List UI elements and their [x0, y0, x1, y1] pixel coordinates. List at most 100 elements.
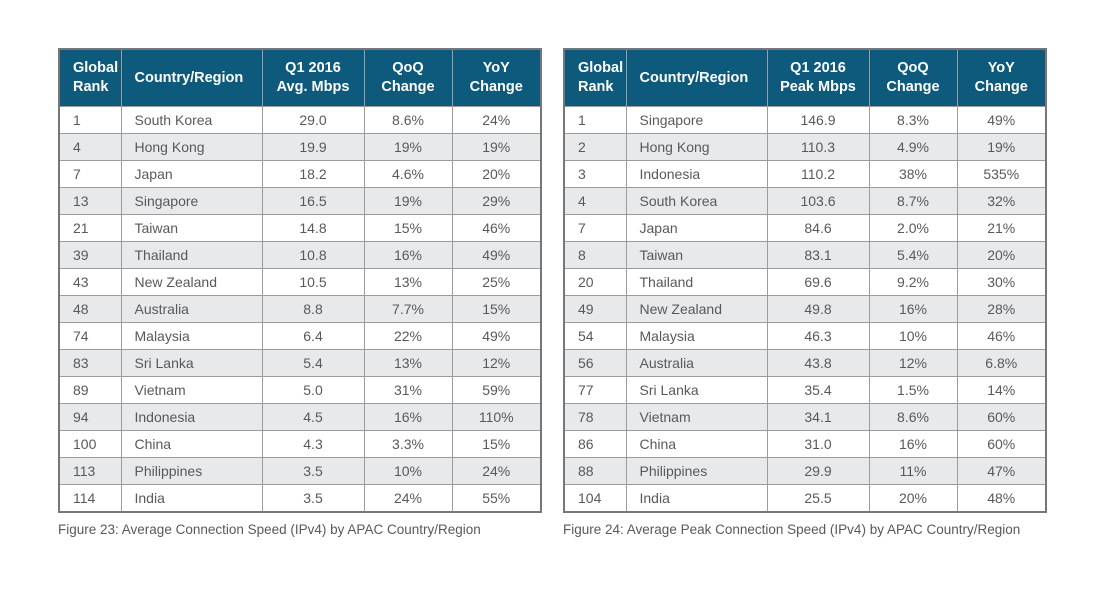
table-row: 114 India 3.5 24% 55% [58, 484, 542, 513]
table-row: 77 Sri Lanka 35.4 1.5% 14% [563, 376, 1047, 404]
table-row: 54 Malaysia 46.3 10% 46% [563, 322, 1047, 350]
country-region-cell: South Korea [120, 106, 263, 134]
country-region-cell: Hong Kong [625, 133, 768, 161]
yoy-change-cell: 32% [956, 187, 1047, 215]
yoy-change-cell: 6.8% [956, 349, 1047, 377]
global-rank-cell: 56 [563, 349, 627, 377]
peak-mbps-cell: 110.3 [766, 133, 870, 161]
col-header-country-region: Country/Region [120, 48, 263, 107]
country-region-cell: China [625, 430, 768, 458]
global-rank-cell: 7 [58, 160, 122, 188]
qoq-change-cell: 9.2% [868, 268, 958, 296]
yoy-change-cell: 28% [956, 295, 1047, 323]
global-rank-cell: 4 [563, 187, 627, 215]
global-rank-cell: 4 [58, 133, 122, 161]
country-region-cell: Japan [120, 160, 263, 188]
yoy-change-cell: 535% [956, 160, 1047, 188]
country-region-cell: Taiwan [625, 241, 768, 269]
country-region-cell: New Zealand [625, 295, 768, 323]
qoq-change-cell: 16% [363, 403, 453, 431]
country-region-cell: Singapore [625, 106, 768, 134]
yoy-change-cell: 49% [451, 322, 542, 350]
figure-avg-connection-speed: Global Rank Country/Region Q1 2016 Avg. … [58, 48, 542, 537]
qoq-change-cell: 19% [363, 133, 453, 161]
col-header-qoq-change: QoQ Change [868, 48, 958, 107]
yoy-change-cell: 24% [451, 457, 542, 485]
avg-mbps-cell: 10.8 [261, 241, 365, 269]
table-row: 48 Australia 8.8 7.7% 15% [58, 295, 542, 323]
table-row: 100 China 4.3 3.3% 15% [58, 430, 542, 458]
country-region-cell: India [120, 484, 263, 513]
table-row: 1 South Korea 29.0 8.6% 24% [58, 106, 542, 134]
qoq-change-cell: 24% [363, 484, 453, 513]
country-region-cell: Japan [625, 214, 768, 242]
global-rank-cell: 83 [58, 349, 122, 377]
country-region-cell: Philippines [120, 457, 263, 485]
yoy-change-cell: 60% [956, 403, 1047, 431]
table-row: 49 New Zealand 49.8 16% 28% [563, 295, 1047, 323]
table-body: 1 Singapore 146.9 8.3% 49% 2 Hong Kong 110.3 4.9… [563, 106, 1047, 513]
table-row: 104 India 25.5 20% 48% [563, 484, 1047, 513]
yoy-change-cell: 12% [451, 349, 542, 377]
peak-mbps-cell: 34.1 [766, 403, 870, 431]
qoq-change-cell: 19% [363, 187, 453, 215]
col-header-global-rank: Global Rank [58, 48, 122, 107]
avg-mbps-cell: 5.0 [261, 376, 365, 404]
table-row: 43 New Zealand 10.5 13% 25% [58, 268, 542, 296]
global-rank-cell: 49 [563, 295, 627, 323]
qoq-change-cell: 20% [868, 484, 958, 513]
figure-caption: Figure 23: Average Connection Speed (IPv… [58, 522, 481, 537]
global-rank-cell: 13 [58, 187, 122, 215]
country-region-cell: Indonesia [625, 160, 768, 188]
country-region-cell: Thailand [120, 241, 263, 269]
avg-mbps-cell: 16.5 [261, 187, 365, 215]
table-row: 113 Philippines 3.5 10% 24% [58, 457, 542, 485]
header-row: Global Rank Country/Region Q1 2016 Peak … [563, 48, 1047, 107]
qoq-change-cell: 8.7% [868, 187, 958, 215]
qoq-change-cell: 4.9% [868, 133, 958, 161]
global-rank-cell: 114 [58, 484, 122, 513]
peak-mbps-cell: 146.9 [766, 106, 870, 134]
country-region-cell: Vietnam [625, 403, 768, 431]
country-region-cell: Sri Lanka [625, 376, 768, 404]
country-region-cell: South Korea [625, 187, 768, 215]
table-row: 39 Thailand 10.8 16% 49% [58, 241, 542, 269]
global-rank-cell: 94 [58, 403, 122, 431]
global-rank-cell: 113 [58, 457, 122, 485]
yoy-change-cell: 19% [956, 133, 1047, 161]
yoy-change-cell: 46% [956, 322, 1047, 350]
table-row: 4 South Korea 103.6 8.7% 32% [563, 187, 1047, 215]
avg-connection-speed-table: Global Rank Country/Region Q1 2016 Avg. … [58, 48, 542, 513]
yoy-change-cell: 49% [451, 241, 542, 269]
table-row: 3 Indonesia 110.2 38% 535% [563, 160, 1047, 188]
avg-mbps-cell: 29.0 [261, 106, 365, 134]
col-header-peak-mbps: Q1 2016 Peak Mbps [766, 48, 870, 107]
qoq-change-cell: 31% [363, 376, 453, 404]
qoq-change-cell: 8.3% [868, 106, 958, 134]
avg-mbps-cell: 4.5 [261, 403, 365, 431]
yoy-change-cell: 29% [451, 187, 542, 215]
qoq-change-cell: 12% [868, 349, 958, 377]
yoy-change-cell: 47% [956, 457, 1047, 485]
figures-container: Global Rank Country/Region Q1 2016 Avg. … [58, 48, 1047, 537]
peak-connection-speed-table: Global Rank Country/Region Q1 2016 Peak … [563, 48, 1047, 513]
country-region-cell: Indonesia [120, 403, 263, 431]
avg-mbps-cell: 10.5 [261, 268, 365, 296]
col-header-country-region: Country/Region [625, 48, 768, 107]
qoq-change-cell: 13% [363, 349, 453, 377]
qoq-change-cell: 11% [868, 457, 958, 485]
global-rank-cell: 3 [563, 160, 627, 188]
peak-mbps-cell: 43.8 [766, 349, 870, 377]
avg-mbps-cell: 5.4 [261, 349, 365, 377]
table-row: 83 Sri Lanka 5.4 13% 12% [58, 349, 542, 377]
peak-mbps-cell: 103.6 [766, 187, 870, 215]
yoy-change-cell: 48% [956, 484, 1047, 513]
qoq-change-cell: 2.0% [868, 214, 958, 242]
qoq-change-cell: 16% [868, 295, 958, 323]
global-rank-cell: 78 [563, 403, 627, 431]
yoy-change-cell: 24% [451, 106, 542, 134]
yoy-change-cell: 25% [451, 268, 542, 296]
header-row: Global Rank Country/Region Q1 2016 Avg. … [58, 48, 542, 107]
avg-mbps-cell: 18.2 [261, 160, 365, 188]
global-rank-cell: 39 [58, 241, 122, 269]
